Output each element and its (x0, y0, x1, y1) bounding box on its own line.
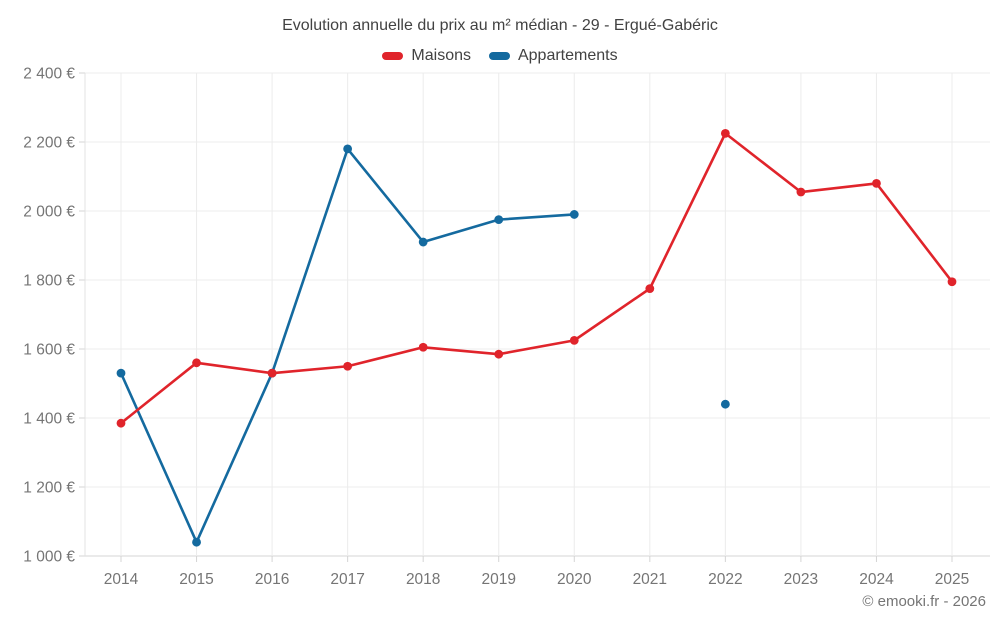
appartements-point-2015 (192, 537, 201, 547)
y-axis-tick-label: 1 200 € (23, 480, 75, 497)
legend: Maisons Appartements (0, 47, 1000, 65)
maisons-point-2016 (267, 368, 277, 378)
maisons-point-2021 (645, 284, 655, 294)
x-axis-tick-label: 2016 (255, 571, 289, 588)
maisons-point-2018 (418, 342, 428, 352)
appartements-point-2019 (494, 215, 504, 225)
x-axis-tick-label: 2023 (784, 571, 818, 588)
maisons-line (119, 132, 954, 425)
chart-title: Evolution annuelle du prix au m² médian … (282, 17, 718, 34)
y-axis-tick-label: 2 400 € (23, 66, 75, 83)
y-axis-tick-label: 2 000 € (23, 204, 75, 221)
legend-label-maisons: Maisons (411, 47, 471, 64)
y-axis-tick-label: 2 200 € (23, 135, 75, 152)
appartements-point-2020 (569, 210, 579, 219)
x-axis-tick-label: 2017 (330, 571, 364, 588)
maisons-point-2019 (494, 349, 504, 359)
x-axis-tick-label: 2014 (104, 571, 139, 588)
appartements-point-2018 (418, 237, 428, 247)
y-axis-tick-label: 1 800 € (23, 273, 75, 290)
maisons-point-2022 (720, 128, 730, 138)
appartements-point-2017 (343, 144, 353, 154)
maisons-point-2017 (343, 361, 353, 371)
x-axis-tick-label: 2018 (406, 571, 440, 588)
x-axis-tick-label: 2022 (708, 571, 742, 588)
copyright-watermark: © emooki.fr - 2026 (862, 593, 986, 610)
maisons-point-2023 (796, 187, 806, 197)
legend-item-maisons[interactable]: Maisons (382, 47, 471, 65)
maisons-point-2024 (872, 179, 881, 188)
maisons-point-2014 (116, 418, 126, 428)
x-axis-tick-label: 2020 (557, 571, 592, 588)
x-axis-tick-label: 2021 (633, 571, 667, 588)
legend-item-appartements[interactable]: Appartements (488, 47, 618, 65)
legend-label-appartements: Appartements (517, 47, 618, 64)
appartements-series-swatch-icon (488, 52, 510, 60)
x-axis-tick-label: 2025 (935, 571, 969, 588)
x-axis-tick-label: 2019 (481, 571, 515, 588)
x-axis-tick-label: 2024 (859, 571, 894, 588)
maisons-point-2020 (569, 335, 579, 345)
y-axis-tick-label: 1 000 € (23, 549, 75, 566)
y-axis-tick-label: 1 400 € (23, 411, 75, 428)
appartements-point-2022 (720, 399, 730, 409)
maisons-point-2015 (192, 358, 201, 368)
x-axis-tick-label: 2015 (179, 571, 213, 588)
maisons-point-2025 (947, 277, 957, 287)
maisons-series-swatch-icon (382, 52, 404, 60)
appartements-point-2014 (116, 368, 126, 378)
y-axis-tick-label: 1 600 € (23, 342, 75, 359)
